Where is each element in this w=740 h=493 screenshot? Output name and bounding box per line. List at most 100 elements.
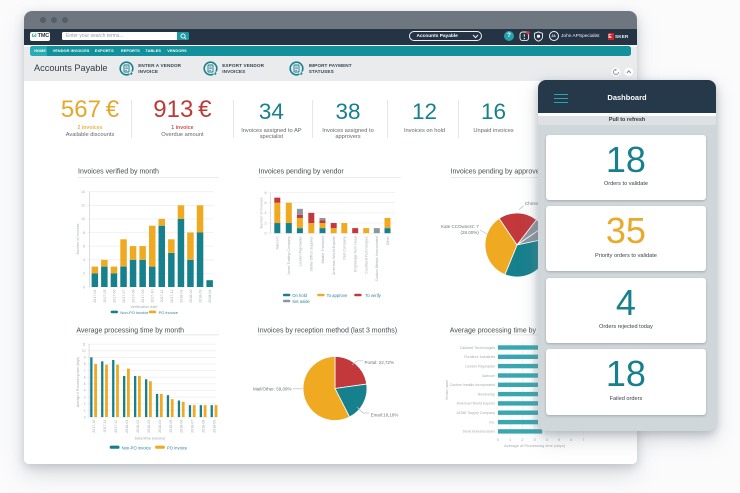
svg-text:To verify: To verify xyxy=(365,293,381,298)
svg-text:Invoices pending by vendor: Invoices pending by vendor xyxy=(259,169,345,176)
svg-text:2: 2 xyxy=(84,402,86,406)
svg-text:American World Exports: American World Exports xyxy=(457,402,496,406)
svg-text:9: 9 xyxy=(84,356,86,360)
svg-text:2: 2 xyxy=(521,437,524,442)
svg-text:ACME Supply Company: ACME Supply Company xyxy=(456,411,495,415)
svg-text:0: 0 xyxy=(84,415,86,419)
svg-text:Average of Processing time (da: Average of Processing time (days) xyxy=(504,443,566,448)
svg-text:London Paymaster: London Paymaster xyxy=(298,235,302,266)
svg-text:2018-01: 2018-01 xyxy=(179,290,183,303)
svg-text:6: 6 xyxy=(83,244,85,248)
svg-text:Club Company: Club Company xyxy=(343,236,347,260)
svg-text:1: 1 xyxy=(509,437,512,442)
svg-text:Custom Metals Incorporated: Custom Metals Incorporated xyxy=(375,236,379,281)
svg-text:2018-08: 2018-08 xyxy=(202,420,206,433)
svg-text:2017-11: 2017-11 xyxy=(103,420,107,433)
svg-text:2017-10: 2017-10 xyxy=(151,290,155,303)
svg-text:2017-06: 2017-06 xyxy=(112,290,116,303)
svg-text:Inc.: Inc. xyxy=(489,420,495,424)
svg-text:0: 0 xyxy=(83,285,85,289)
svg-text:1: 1 xyxy=(84,409,86,413)
svg-text:Custom Installs Incorporated: Custom Installs Incorporated xyxy=(449,383,495,387)
svg-text:Average processing time by ven: Average processing time by vendor xyxy=(450,327,560,334)
svg-text:London Paymaster: London Paymaster xyxy=(465,364,496,368)
svg-text:Invoices verified by month: Invoices verified by month xyxy=(78,169,159,176)
svg-text:Master Transport: Master Transport xyxy=(321,236,325,263)
svg-text:8: 8 xyxy=(84,362,86,366)
svg-text:Caldwell Technologies: Caldwell Technologies xyxy=(460,346,496,350)
svg-text:On hold: On hold xyxy=(292,293,307,298)
svg-text:2018-01: 2018-01 xyxy=(125,420,129,433)
svg-text:2017-09: 2017-09 xyxy=(141,290,145,303)
svg-text:2018-09: 2018-09 xyxy=(213,420,217,433)
svg-text:3: 3 xyxy=(533,437,536,442)
svg-text:2017-08: 2017-08 xyxy=(132,290,136,303)
svg-text:11: 11 xyxy=(82,342,86,346)
svg-text:4: 4 xyxy=(84,389,86,393)
svg-text:2018-03: 2018-03 xyxy=(199,290,203,303)
svg-text:Verification date: Verification date xyxy=(130,305,157,309)
svg-text:2018-03: 2018-03 xyxy=(147,420,151,433)
svg-text:Portal: 22,72%: Portal: 22,72% xyxy=(365,360,395,365)
svg-text:Non-PO invoice: Non-PO invoice xyxy=(122,446,152,451)
svg-text:Kate CCOwner2: 7: Kate CCOwner2: 7 xyxy=(441,224,479,229)
svg-text:Adecom: Adecom xyxy=(276,236,280,249)
svg-text:4: 4 xyxy=(546,437,549,442)
svg-text:10: 10 xyxy=(81,217,85,221)
svg-text:2017-07: 2017-07 xyxy=(122,290,126,303)
svg-text:3: 3 xyxy=(84,395,86,399)
svg-text:2: 2 xyxy=(265,221,267,225)
svg-text:Average # Processing time (day: Average # Processing time (days) xyxy=(76,357,80,408)
svg-text:Other: Other xyxy=(386,235,390,245)
svg-text:12: 12 xyxy=(81,204,85,208)
svg-text:Number of invoices: Number of invoices xyxy=(260,197,264,228)
svg-text:2018-04: 2018-04 xyxy=(208,290,212,303)
svg-text:Invoices pending by approver: Invoices pending by approver xyxy=(451,169,543,176)
svg-text:Courtland Technologies: Courtland Technologies xyxy=(365,236,369,274)
svg-text:NewGetUp: NewGetUp xyxy=(478,392,496,396)
svg-text:Average processing time by mon: Average processing time by month xyxy=(76,327,184,334)
svg-text:Brightedge Tech Head: Brightedge Tech Head xyxy=(354,236,358,272)
svg-text:American World Exports: American World Exports xyxy=(332,236,336,275)
svg-text:2018-05: 2018-05 xyxy=(169,420,173,433)
svg-text:0: 0 xyxy=(265,232,267,236)
svg-text:7: 7 xyxy=(582,437,585,442)
svg-text:4: 4 xyxy=(83,258,85,262)
svg-text:14: 14 xyxy=(81,190,85,194)
svg-text:Email:18,18%: Email:18,18% xyxy=(371,413,399,418)
svg-text:To approve: To approve xyxy=(327,293,348,298)
svg-text:Furniture Industries: Furniture Industries xyxy=(464,355,495,359)
svg-text:2017-10: 2017-10 xyxy=(92,420,96,433)
svg-text:PO invoice: PO invoice xyxy=(167,446,188,451)
svg-text:8: 8 xyxy=(265,191,267,195)
svg-text:Dural Bureaucracies: Dural Bureaucracies xyxy=(463,430,496,434)
svg-text:Jones Trading Company: Jones Trading Company xyxy=(287,236,291,275)
svg-text:Non-PO invoice: Non-PO invoice xyxy=(120,310,149,315)
svg-text:PO invoice: PO invoice xyxy=(159,310,179,315)
svg-text:7: 7 xyxy=(84,369,86,373)
svg-text:Mail/Other: 59,09%: Mail/Other: 59,09% xyxy=(253,387,292,392)
svg-text:Number of invoices: Number of invoices xyxy=(76,223,80,254)
svg-text:2017-04: 2017-04 xyxy=(93,290,97,303)
svg-text:2017-12: 2017-12 xyxy=(170,290,174,303)
svg-text:2017-05: 2017-05 xyxy=(103,290,107,303)
svg-text:Set aside: Set aside xyxy=(292,299,310,304)
svg-text:2018-02: 2018-02 xyxy=(189,290,193,303)
svg-text:Date/time (weeks): Date/time (weeks) xyxy=(135,437,166,441)
svg-text:0: 0 xyxy=(497,437,500,442)
svg-text:10: 10 xyxy=(82,349,86,353)
svg-text:6: 6 xyxy=(570,437,573,442)
svg-text:4: 4 xyxy=(265,211,267,215)
svg-text:2017-12: 2017-12 xyxy=(114,420,118,433)
svg-text:Invoices by reception method (: Invoices by reception method (last 3 mon… xyxy=(258,327,397,334)
svg-text:8: 8 xyxy=(83,231,85,235)
svg-text:(28.00%): (28.00%) xyxy=(461,230,480,235)
svg-text:2018-02: 2018-02 xyxy=(136,420,140,433)
svg-text:6: 6 xyxy=(84,376,86,380)
svg-text:2018-04: 2018-04 xyxy=(158,420,162,433)
svg-text:2: 2 xyxy=(83,272,85,276)
svg-text:2018-07: 2018-07 xyxy=(191,420,195,433)
svg-text:Vendor name: Vendor name xyxy=(445,380,449,400)
svg-text:5: 5 xyxy=(558,437,561,442)
svg-text:Stellar Office Supplies: Stellar Office Supplies xyxy=(310,236,314,271)
